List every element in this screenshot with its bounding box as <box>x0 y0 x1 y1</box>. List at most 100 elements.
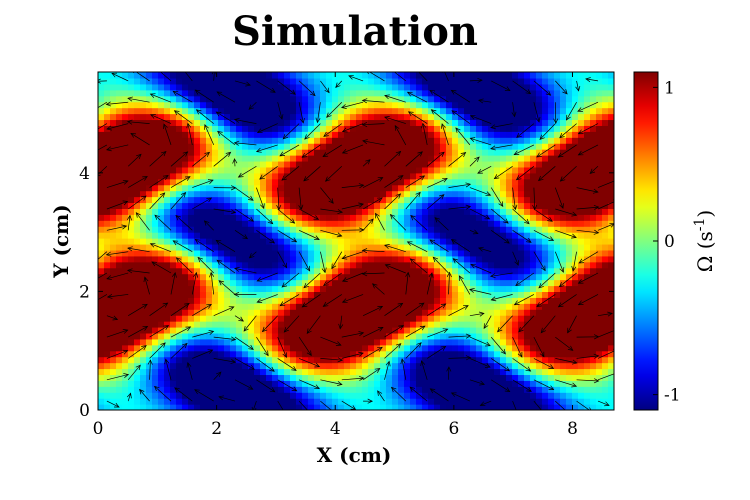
heatmap-cell <box>518 398 525 405</box>
heatmap-cell <box>134 184 141 192</box>
heatmap-cell <box>326 279 333 287</box>
heatmap-cell <box>200 368 207 376</box>
heatmap-cell <box>554 155 561 162</box>
heatmap-cell <box>152 267 159 275</box>
heatmap-cell <box>128 344 135 352</box>
heatmap-cell <box>476 125 483 132</box>
heatmap-cell <box>554 380 561 387</box>
velocity-arrow <box>130 133 150 146</box>
heatmap-cell <box>500 374 507 381</box>
heatmap-cell <box>128 107 135 115</box>
heatmap-cell <box>176 149 183 156</box>
velocity-arrow <box>107 294 129 298</box>
heatmap-cell <box>488 95 495 103</box>
heatmap-cell <box>464 243 471 251</box>
heatmap-cell <box>368 226 375 233</box>
heatmap-cell <box>506 279 513 287</box>
heatmap-cell <box>128 190 135 198</box>
heatmap-cell <box>608 172 614 180</box>
heatmap-cell <box>530 166 537 174</box>
heatmap-cell <box>308 255 315 263</box>
heatmap-cell <box>164 303 171 310</box>
heatmap-cell <box>98 160 105 168</box>
heatmap-cell <box>248 226 255 233</box>
heatmap-cell <box>110 255 117 263</box>
heatmap-cell <box>446 338 453 346</box>
heatmap-cell <box>224 107 231 115</box>
heatmap-cell <box>230 226 237 233</box>
heatmap-cell <box>524 267 531 275</box>
heatmap-cell <box>176 273 183 281</box>
heatmap-cell <box>344 386 351 393</box>
heatmap-cell <box>608 303 614 310</box>
heatmap-cell <box>344 243 351 251</box>
heatmap-cell <box>410 149 417 156</box>
heatmap-cell <box>266 101 273 109</box>
heatmap-cell <box>518 261 525 269</box>
heatmap-cell <box>164 398 171 405</box>
heatmap-cell <box>398 160 405 168</box>
heatmap-cell <box>416 137 423 144</box>
heatmap-cell <box>566 386 573 393</box>
heatmap-cell <box>440 220 447 227</box>
heatmap-cell <box>452 380 459 387</box>
heatmap-cell <box>242 72 249 79</box>
heatmap-cell <box>566 380 573 387</box>
heatmap-cell <box>386 202 393 209</box>
heatmap-cell <box>272 190 279 198</box>
heatmap-cell <box>434 214 441 221</box>
heatmap-cell <box>248 113 255 121</box>
heatmap-cell <box>596 83 603 91</box>
heatmap-cell <box>98 226 105 233</box>
heatmap-cell <box>122 344 129 352</box>
heatmap-cell <box>410 309 417 316</box>
heatmap-cell <box>542 321 549 328</box>
heatmap-cell <box>386 398 393 405</box>
heatmap-cell <box>518 332 525 340</box>
heatmap-cell <box>488 356 495 364</box>
heatmap-cell <box>572 356 579 364</box>
heatmap-cell <box>248 155 255 162</box>
heatmap-cell <box>260 380 267 387</box>
heatmap-cell <box>476 107 483 115</box>
heatmap-cell <box>128 303 135 310</box>
heatmap-cell <box>182 238 189 245</box>
heatmap-cell <box>170 261 177 269</box>
heatmap-cell <box>146 350 153 358</box>
heatmap-cell <box>314 160 321 168</box>
heatmap-cell <box>200 321 207 328</box>
heatmap-cell <box>176 143 183 150</box>
heatmap-cell <box>284 72 291 79</box>
heatmap-cell <box>194 220 201 227</box>
heatmap-cell <box>482 172 489 180</box>
heatmap-cell <box>344 232 351 239</box>
heatmap-cell <box>248 243 255 251</box>
heatmap-cell <box>296 226 303 233</box>
heatmap-cell <box>482 392 489 399</box>
heatmap-cell <box>392 291 399 298</box>
heatmap-cell <box>416 172 423 180</box>
heatmap-cell <box>224 392 231 399</box>
heatmap-cell <box>242 83 249 91</box>
heatmap-cell <box>338 202 345 209</box>
heatmap-cell <box>584 309 591 316</box>
heatmap-cell <box>608 89 614 97</box>
heatmap-cell <box>224 166 231 174</box>
heatmap-cell <box>152 386 159 393</box>
heatmap-cell <box>278 309 285 316</box>
heatmap-cell <box>530 101 537 109</box>
heatmap-cell <box>260 184 267 192</box>
heatmap-cell <box>98 368 105 376</box>
heatmap-cell <box>428 344 435 352</box>
heatmap-cell <box>242 214 249 221</box>
heatmap-cell <box>590 356 597 364</box>
heatmap-cell <box>326 243 333 251</box>
heatmap-cell <box>170 125 177 132</box>
heatmap-cell <box>314 398 321 405</box>
heatmap-cell <box>110 249 117 257</box>
heatmap-cell <box>266 368 273 376</box>
heatmap-cell <box>152 226 159 233</box>
heatmap-cell <box>272 279 279 287</box>
heatmap-cell <box>302 238 309 245</box>
heatmap-cell <box>194 255 201 263</box>
